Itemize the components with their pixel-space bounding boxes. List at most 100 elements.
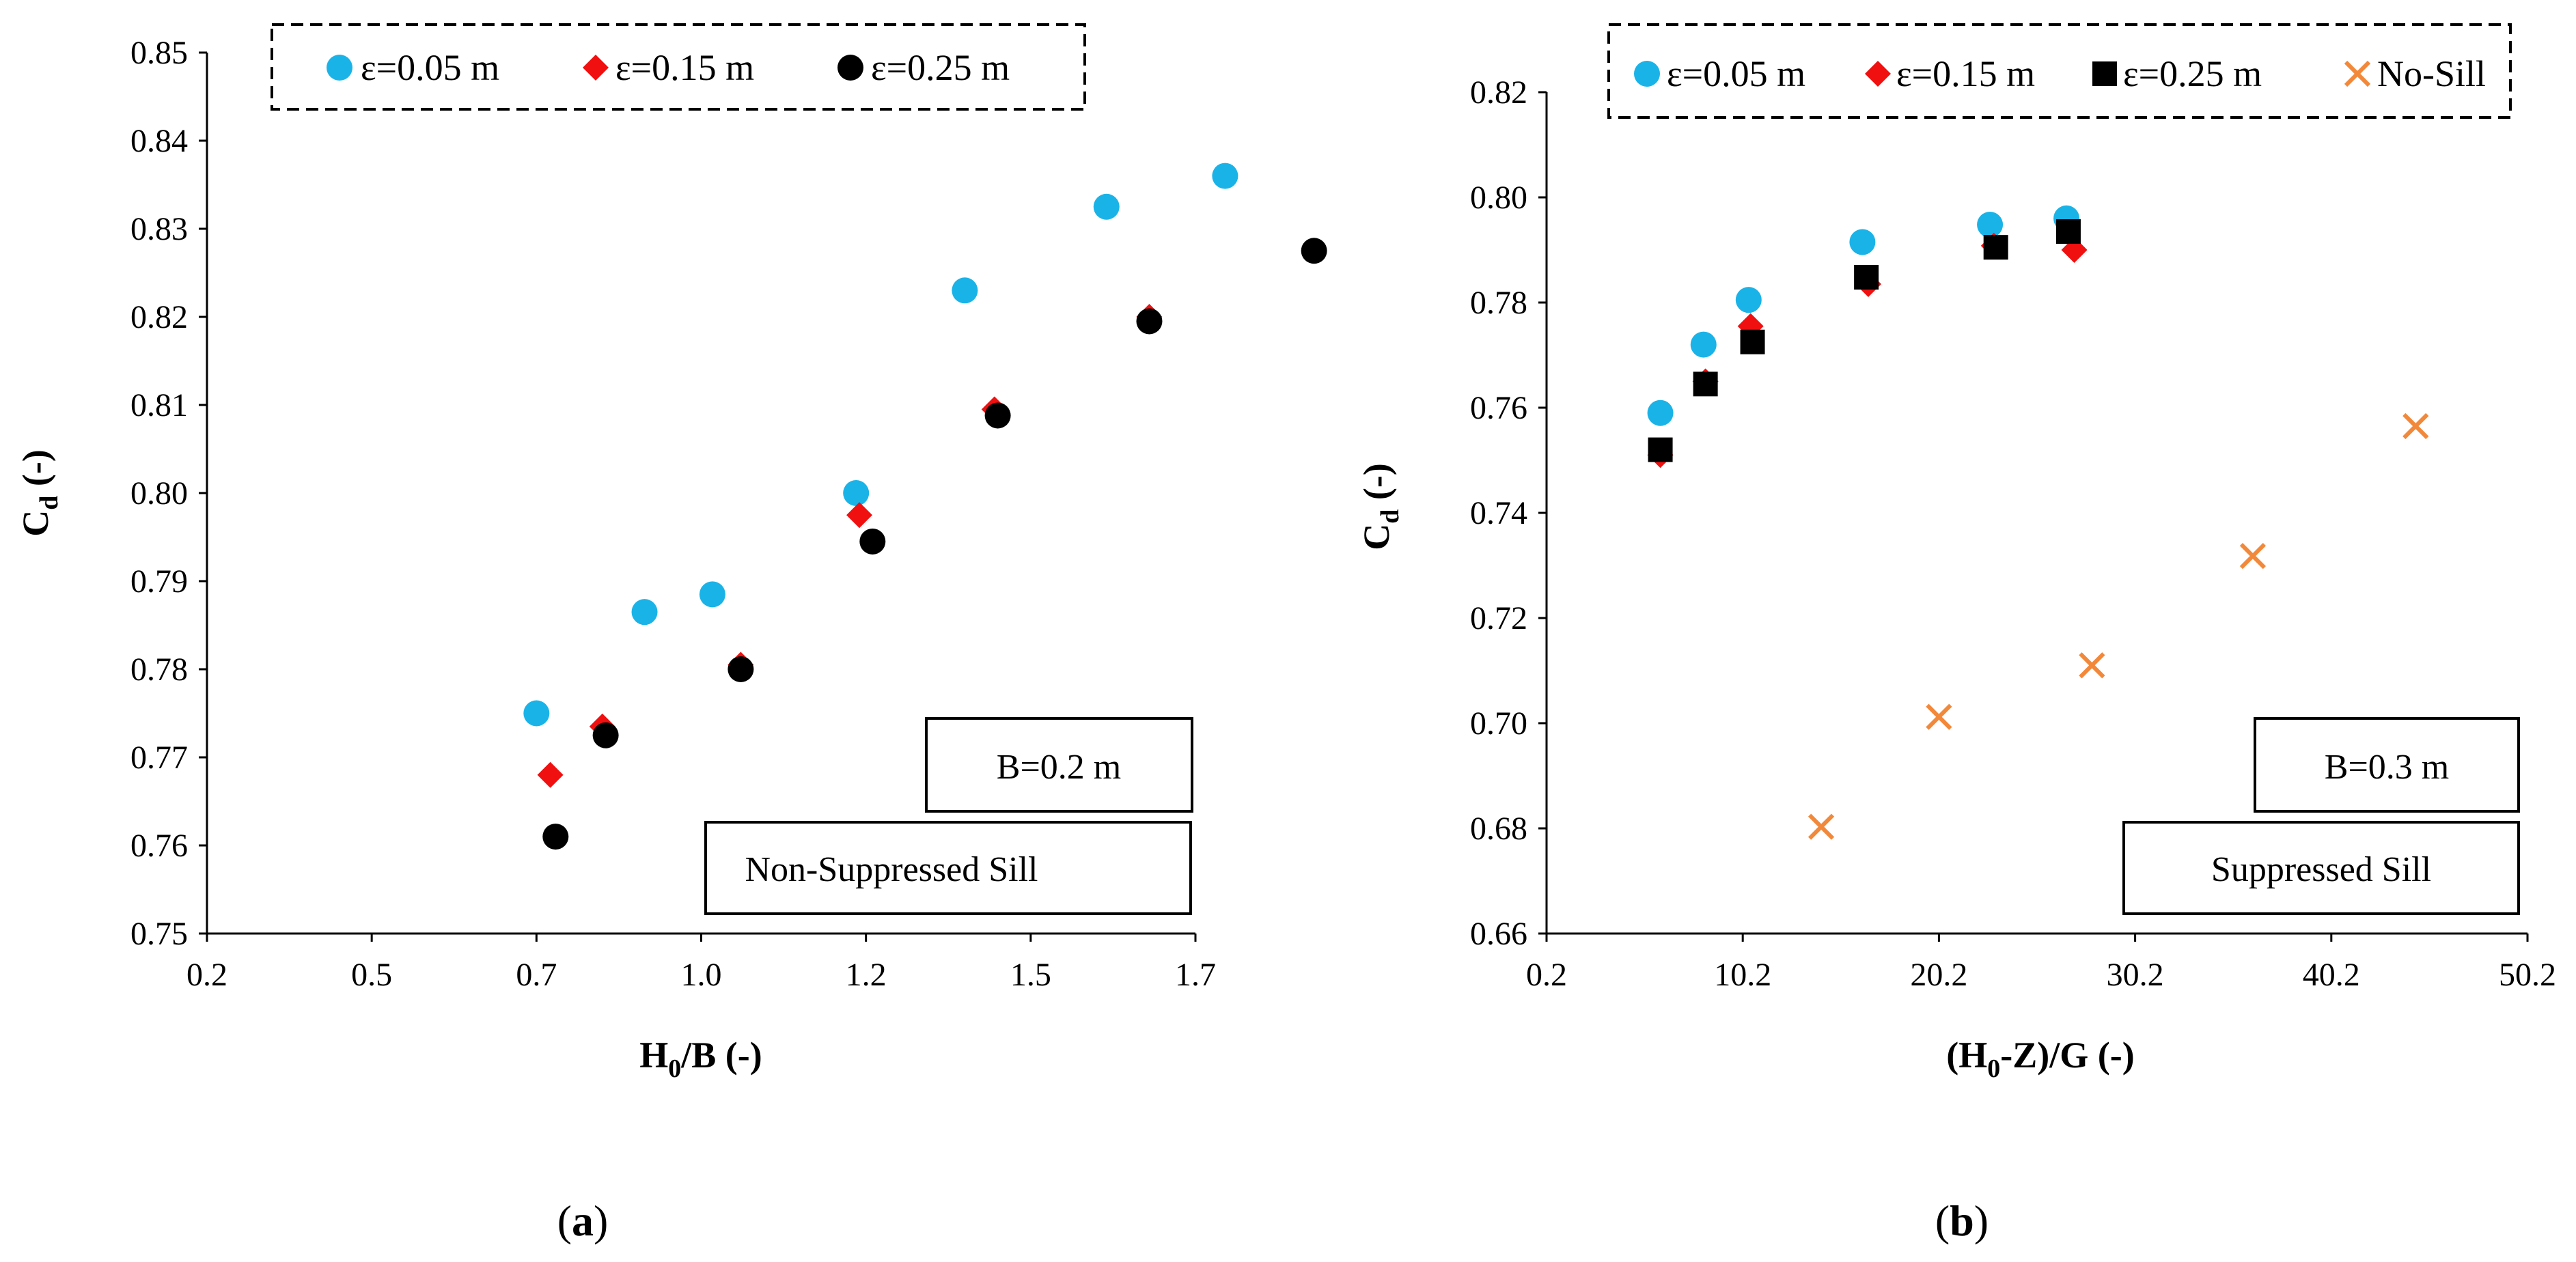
panel-a-annotation-width-text: B=0.2 m bbox=[997, 748, 1121, 787]
panel-a-series-0-point-0 bbox=[523, 700, 550, 727]
panel-b-legend-label-3: No-Sill bbox=[2377, 53, 2486, 94]
panel-a-x-tick-label: 0.2 bbox=[186, 957, 227, 993]
panel-a-y-tick-label: 0.81 bbox=[130, 387, 188, 423]
panel-a-y-ticks: 0.75 0.76 0.77 0.78 0.79 0.80 0.81 0.82 0.83 0.84… bbox=[130, 35, 207, 952]
panel-b-series-3-point-2 bbox=[2079, 652, 2105, 679]
panel-a-annotation-sill: Non-Suppressed Sill bbox=[704, 821, 1192, 915]
panel-a-legend-label-2: ε=0.25 m bbox=[871, 47, 1010, 88]
panel-b-caption-letter: b bbox=[1950, 1196, 1974, 1245]
panel-b-series-0-point-4 bbox=[1977, 212, 2004, 238]
panel-b-y-tick-label: 0.78 bbox=[1470, 285, 1527, 321]
panel-b-series-0-point-2 bbox=[1735, 287, 1762, 313]
panel-b-series-0-point-3 bbox=[1849, 229, 1876, 255]
panel-a-y-tick-label: 0.80 bbox=[130, 475, 188, 511]
panel-b-x-tick-label: 30.2 bbox=[2107, 957, 2164, 993]
panel-b-marks bbox=[1647, 205, 2429, 840]
panel-a-x-tick-label: 0.7 bbox=[516, 957, 557, 993]
panel-b-legend-label-2: ε=0.25 m bbox=[2123, 53, 2262, 94]
panel-b-legend-marker-0 bbox=[1634, 61, 1660, 87]
panel-a-x-axis-title: H0/B (-) bbox=[639, 1035, 762, 1083]
panel-b-y-tick-label: 0.74 bbox=[1470, 495, 1527, 531]
panel-a-ylabel-sub: d bbox=[35, 496, 64, 510]
panel-b-y-tick-label: 0.76 bbox=[1470, 390, 1527, 426]
svg-text:Cd (-): Cd (-) bbox=[1356, 463, 1404, 550]
panel-b-legend-label-0: ε=0.05 m bbox=[1667, 53, 1805, 94]
panel-b-series-3-point-4 bbox=[2402, 412, 2429, 440]
panel-a-caption: (a) bbox=[557, 1196, 609, 1245]
panel-b-series-2-point-5 bbox=[2055, 219, 2081, 244]
panel-a-y-tick-label: 0.84 bbox=[130, 123, 188, 159]
panel-a-ylabel: C bbox=[15, 510, 56, 537]
panel-a-series-0-point-6 bbox=[1212, 163, 1238, 189]
panel-a-marks bbox=[523, 163, 1327, 850]
panel-a-xlabel-rest: /B (-) bbox=[680, 1035, 762, 1076]
panel-a-series-2-point-0 bbox=[542, 824, 569, 850]
panel-a-series-0-point-1 bbox=[631, 599, 658, 626]
panel-a-series-2-point-3 bbox=[859, 528, 886, 555]
panel-b-series-3-point-0 bbox=[1808, 813, 1835, 840]
panel-a-y-axis-title: Cd (-) bbox=[15, 449, 64, 537]
panel-a-series-2-point-5 bbox=[1136, 308, 1163, 335]
panel-b-xlabel-sub: 0 bbox=[1987, 1054, 2000, 1083]
panel-b-series-2-point-2 bbox=[1740, 329, 1765, 354]
panel-a-series-0-point-2 bbox=[699, 581, 725, 608]
panel-b-annotation-sill: Suppressed Sill bbox=[2122, 821, 2520, 915]
panel-a: 0.75 0.76 0.77 0.78 0.79 0.80 0.81 0.82 0.83 0.84… bbox=[15, 23, 1327, 1245]
panel-a-legend-marker-1 bbox=[583, 55, 609, 81]
panel-a-legend-box bbox=[271, 23, 1086, 111]
panel-a-y-tick-label: 0.79 bbox=[130, 563, 188, 600]
panel-a-y-tick-label: 0.75 bbox=[130, 916, 188, 952]
panel-b-y-tick-label: 0.80 bbox=[1470, 180, 1527, 216]
panel-a-x-tick-label: 1.2 bbox=[846, 957, 887, 993]
panel-a-x-tick-label: 1.0 bbox=[681, 957, 722, 993]
panel-a-y-tick-label: 0.85 bbox=[130, 35, 188, 71]
panel-b-y-tick-label: 0.70 bbox=[1470, 705, 1527, 742]
panel-b-x-ticks: 0.2 10.2 20.2 30.2 40.2 50.2 bbox=[1526, 934, 2556, 993]
panel-b-series-2-point-4 bbox=[1983, 235, 2008, 260]
panel-b-ylabel-sub: d bbox=[1376, 509, 1404, 524]
panel-b-ylabel: C bbox=[1356, 524, 1397, 550]
panel-b-series-2-point-0 bbox=[1648, 437, 1673, 462]
panel-a-series-1-point-0 bbox=[537, 761, 564, 788]
panel-b-y-tick-label: 0.72 bbox=[1470, 600, 1527, 636]
panel-b-x-tick-label: 20.2 bbox=[1910, 957, 1967, 993]
panel-a-legend-label-1: ε=0.15 m bbox=[615, 47, 754, 88]
panel-b-legend: ε=0.05 m ε=0.15 m ε=0.25 m No-Sill bbox=[1607, 23, 2512, 119]
panel-a-xlabel: H bbox=[639, 1035, 668, 1076]
panel-b: 0.66 0.68 0.70 0.72 0.74 0.76 0.78 0.80 0.82 0.2… bbox=[1356, 23, 2556, 1245]
svg-text:Cd (-): Cd (-) bbox=[15, 449, 64, 537]
panel-a-series-0-point-5 bbox=[1093, 193, 1120, 220]
panel-b-legend-label-1: ε=0.15 m bbox=[1896, 53, 2035, 94]
panel-b-series-0-point-0 bbox=[1647, 399, 1674, 426]
panel-a-series-2-point-1 bbox=[592, 722, 619, 748]
panel-b-legend-marker-3 bbox=[2344, 60, 2371, 87]
panel-b-series-3-point-3 bbox=[2239, 543, 2267, 570]
panel-a-xlabel-sub: 0 bbox=[668, 1054, 681, 1083]
panel-b-x-tick-label: 50.2 bbox=[2499, 957, 2556, 993]
panel-a-series-2-point-2 bbox=[728, 656, 754, 682]
panel-a-x-tick-label: 1.7 bbox=[1175, 957, 1216, 993]
panel-b-y-tick-label: 0.66 bbox=[1470, 916, 1527, 952]
panel-b-x-tick-label: 40.2 bbox=[2303, 957, 2360, 993]
panel-a-annotation-sill-text: Non-Suppressed Sill bbox=[745, 850, 1038, 889]
panel-b-series-0-point-1 bbox=[1690, 331, 1717, 358]
panel-a-y-tick-label: 0.82 bbox=[130, 299, 188, 335]
panel-b-xlabel: (H bbox=[1946, 1035, 1987, 1076]
panel-a-series-2-point-6 bbox=[1301, 238, 1327, 264]
panel-a-y-tick-label: 0.76 bbox=[130, 828, 188, 864]
panel-b-series-2-point-1 bbox=[1693, 371, 1718, 397]
panel-b-legend-box bbox=[1607, 23, 2512, 119]
panel-b-xlabel-rest: -Z)/G (-) bbox=[2000, 1035, 2134, 1076]
panel-b-x-tick-label: 0.2 bbox=[1526, 957, 1567, 993]
panel-b-series-3-point-1 bbox=[1926, 703, 1952, 730]
panel-b-series-2-point-3 bbox=[1854, 265, 1879, 290]
panel-b-ylabel-rest: (-) bbox=[1356, 463, 1397, 509]
panel-a-x-ticks: 0.2 0.5 0.7 1.0 1.2 1.5 1.7 bbox=[186, 934, 1216, 993]
panel-a-y-tick-label: 0.77 bbox=[130, 740, 188, 776]
panel-b-legend-marker-1 bbox=[1865, 61, 1891, 87]
panel-b-x-axis-title: (H0-Z)/G (-) bbox=[1946, 1035, 2134, 1083]
panel-b-y-axis-title: Cd (-) bbox=[1356, 463, 1404, 550]
panel-b-y-tick-label: 0.82 bbox=[1470, 74, 1527, 111]
panel-a-series-1-point-3 bbox=[846, 502, 873, 529]
